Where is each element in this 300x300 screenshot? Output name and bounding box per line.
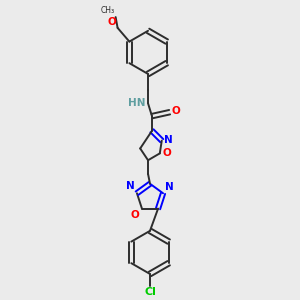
Text: O: O bbox=[163, 148, 172, 158]
Text: Cl: Cl bbox=[144, 287, 156, 297]
Text: O: O bbox=[108, 17, 117, 27]
Text: CH₃: CH₃ bbox=[100, 6, 115, 15]
Text: HN: HN bbox=[128, 98, 145, 108]
Text: N: N bbox=[164, 135, 172, 145]
Text: N: N bbox=[126, 181, 135, 191]
Text: N: N bbox=[165, 182, 174, 192]
Text: O: O bbox=[130, 210, 139, 220]
Text: O: O bbox=[172, 106, 180, 116]
